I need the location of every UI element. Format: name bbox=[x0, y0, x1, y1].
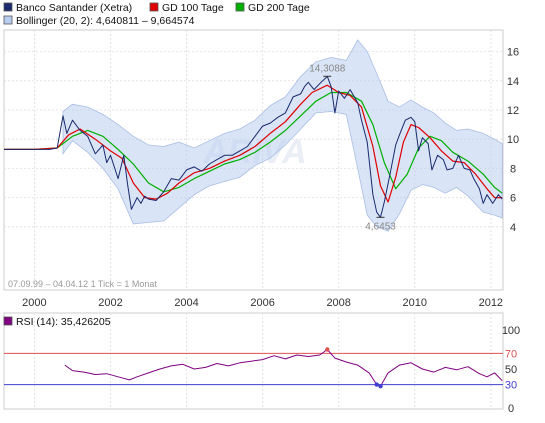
rsi-overbought-mark bbox=[325, 347, 330, 352]
legend-label: GD 200 Tage bbox=[248, 2, 310, 14]
x-tick-label: 2006 bbox=[250, 297, 274, 309]
range-note: 07.09.99 – 04.04.12 1 Tick = 1 Monat bbox=[8, 279, 157, 289]
rsi-legend-swatch bbox=[3, 316, 13, 326]
price-y-tick-label: 6 bbox=[510, 193, 516, 205]
x-tick-label: 2004 bbox=[174, 297, 198, 309]
legend-label: Banco Santander (Xetra) bbox=[16, 2, 132, 14]
rsi-y-tick-label: 100 bbox=[502, 325, 520, 337]
rsi-y-tick-label: 50 bbox=[505, 364, 517, 376]
rsi-grid bbox=[4, 313, 503, 409]
x-tick-label: 2002 bbox=[98, 297, 122, 309]
bollinger-band bbox=[62, 39, 503, 232]
rsi-legend-label: RSI (14): 35,426205 bbox=[16, 316, 111, 328]
legend-swatch bbox=[3, 15, 13, 25]
price-y-tick-label: 16 bbox=[507, 47, 519, 59]
legend-swatch bbox=[149, 2, 159, 12]
rsi-oversold-mark bbox=[378, 383, 383, 389]
bollinger-band-area bbox=[62, 39, 503, 232]
rsi-series bbox=[64, 347, 503, 389]
low-label: 4,6453 bbox=[365, 221, 396, 232]
rsi-y-tick-label: 30 bbox=[505, 380, 517, 392]
price-series bbox=[4, 75, 503, 218]
price-annotations: 14,3088 4,6453 bbox=[309, 63, 396, 232]
price-y-ticks: 4 6 8 10 12 14 16 bbox=[507, 47, 519, 234]
price-y-tick-label: 14 bbox=[507, 76, 519, 88]
high-label: 14,3088 bbox=[309, 63, 346, 74]
x-tick-label: 2000 bbox=[22, 297, 46, 309]
price-y-tick-label: 4 bbox=[510, 222, 516, 234]
legend-swatch bbox=[235, 2, 245, 12]
rsi-y-ticks: 0 30 50 70 100 bbox=[502, 325, 520, 415]
legend-label: GD 100 Tage bbox=[162, 2, 224, 14]
x-tick-label: 2008 bbox=[326, 297, 350, 309]
rsi-y-tick-label: 70 bbox=[505, 348, 517, 360]
series-line-gd-100 bbox=[4, 84, 503, 203]
x-tick-label: 2012 bbox=[479, 297, 503, 309]
x-tick-label: 2010 bbox=[403, 297, 427, 309]
legend-swatch bbox=[3, 2, 13, 12]
price-y-tick-label: 10 bbox=[507, 134, 519, 146]
legend-label: Bollinger (20, 2): 4,640811 – 9,664574 bbox=[16, 15, 195, 27]
rsi-line bbox=[64, 349, 503, 387]
price-x-ticks: 2000 2002 2004 2006 2008 2010 2012 bbox=[22, 297, 503, 309]
rsi-panel: 0 30 50 70 100 RSI (14): 35,426205 bbox=[3, 312, 520, 415]
series-line-gd-200 bbox=[4, 91, 503, 194]
price-y-tick-label: 8 bbox=[510, 163, 516, 175]
rsi-oversold-mark bbox=[374, 382, 379, 387]
price-y-tick-label: 12 bbox=[507, 105, 519, 117]
rsi-y-tick-label: 0 bbox=[508, 403, 514, 415]
rsi-legend: RSI (14): 35,426205 bbox=[3, 316, 111, 328]
legend: Banco Santander (Xetra) GD 100 Tage GD 200… bbox=[3, 2, 310, 27]
series-line-price bbox=[4, 75, 503, 218]
